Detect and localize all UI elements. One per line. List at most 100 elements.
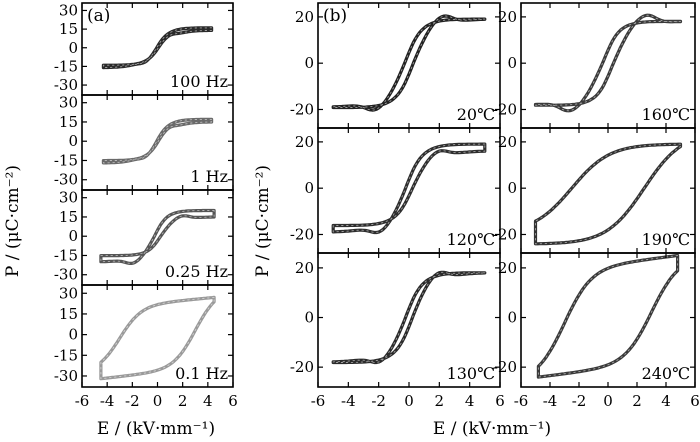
y-tick-label: -15 (54, 151, 78, 169)
y-tick-label: -20 (290, 358, 314, 376)
hysteresis-loop-texture (537, 255, 679, 378)
hysteresis-loop-texture (332, 15, 486, 111)
x-tick-label: -2 (125, 392, 140, 410)
condition-label: 0.25 Hz (165, 262, 228, 281)
y-tick-label: -15 (54, 57, 78, 75)
x-tick-label: -2 (572, 392, 587, 410)
x-tick-label: 6 (690, 392, 700, 410)
x-axis-title-a: E / (kV·mm⁻¹) (97, 419, 215, 439)
y-axis-title-a: P / (μC·cm⁻²) (3, 165, 23, 277)
hysteresis-loop (533, 13, 683, 113)
y-tick-label: -15 (54, 346, 78, 364)
x-tick-label: -4 (543, 392, 558, 410)
y-tick-label: 0 (304, 54, 314, 72)
hysteresis-loop-texture (535, 14, 681, 112)
x-tick-label: 2 (178, 392, 188, 410)
y-tick-label: -30 (54, 266, 78, 284)
y-tick-label: 0 (507, 309, 517, 327)
hysteresis-loop (101, 26, 214, 70)
panel-6: 20 0 -20 120℃ (290, 127, 501, 254)
hysteresis-loop-texture (100, 210, 215, 264)
y-tick-label: 15 (59, 20, 78, 38)
condition-label: 1 Hz (190, 167, 228, 186)
x-tick-label: 4 (465, 392, 475, 410)
y-tick-label: 15 (59, 208, 78, 226)
x-tick-label: -4 (341, 392, 356, 410)
hysteresis-loop (331, 14, 487, 112)
x-tick-label: 0 (153, 392, 163, 410)
condition-label: 120℃ (447, 230, 495, 249)
y-tick-label: 30 (59, 1, 78, 19)
y-tick-label: 15 (59, 305, 78, 323)
x-tick-label: 4 (203, 392, 213, 410)
y-tick-label: 0 (304, 309, 314, 327)
panel-9: 20 0 -20 190℃ (493, 127, 696, 254)
y-tick-label: -30 (54, 367, 78, 385)
y-tick-label: 30 (59, 189, 78, 207)
y-tick-label: -20 (493, 100, 517, 118)
y-tick-label: 0 (68, 132, 78, 150)
condition-label: 190℃ (642, 230, 690, 249)
hysteresis-loop-texture (102, 118, 213, 164)
hysteresis-loop-texture (100, 296, 215, 380)
hysteresis-loop (101, 117, 214, 165)
y-tick-label: 0 (507, 179, 517, 197)
hysteresis-loop (331, 270, 487, 365)
x-tick-label: 4 (661, 392, 671, 410)
y-tick-label: 20 (295, 259, 314, 277)
y-tick-label: -20 (493, 358, 517, 376)
x-tick-label: -4 (100, 392, 115, 410)
condition-label: 160℃ (642, 105, 690, 124)
y-tick-label: 20 (295, 133, 314, 151)
y-tick-label: 20 (498, 133, 517, 151)
y-tick-label: -20 (290, 225, 314, 243)
x-tick-label: 0 (404, 392, 414, 410)
y-tick-label: 20 (295, 8, 314, 26)
y-tick-label: 20 (498, 8, 517, 26)
x-tick-label: -2 (371, 392, 386, 410)
x-tick-label: 0 (603, 392, 613, 410)
condition-label: 20℃ (457, 105, 495, 124)
y-tick-label: 0 (68, 39, 78, 57)
condition-label: 100 Hz (170, 72, 228, 91)
y-tick-label: 0 (507, 54, 517, 72)
hysteresis-loop (536, 253, 680, 379)
x-tick-label: 6 (228, 392, 238, 410)
hysteresis-loop-texture (332, 271, 486, 363)
hysteresis-loop-texture (535, 143, 681, 245)
panel-letter: (a) (87, 6, 110, 26)
y-tick-label: -20 (290, 100, 314, 118)
x-tick-label: -6 (75, 392, 90, 410)
panel-letter: (b) (323, 6, 347, 26)
panel-8: 20 0 -20 160℃ (493, 2, 696, 129)
x-tick-label: -6 (514, 392, 529, 410)
hysteresis-loop (331, 142, 487, 235)
panel-5: 20 0 -20 (b) 20℃ (290, 2, 501, 129)
y-tick-label: -20 (493, 225, 517, 243)
condition-label: 130℃ (447, 364, 495, 383)
y-tick-label: 30 (59, 94, 78, 112)
hysteresis-loop-texture (332, 143, 486, 233)
x-tick-label: 2 (435, 392, 445, 410)
y-tick-label: -15 (54, 246, 78, 264)
y-tick-label: 20 (498, 259, 517, 277)
condition-label: 240℃ (642, 364, 690, 383)
x-tick-label: 6 (495, 392, 505, 410)
x-tick-label: 2 (632, 392, 642, 410)
x-tick-label: -6 (311, 392, 326, 410)
y-axis-title-b: P / (μC·cm⁻²) (253, 165, 273, 277)
y-tick-label: 0 (68, 227, 78, 245)
y-tick-label: 0 (68, 326, 78, 344)
hysteresis-loop-texture (102, 27, 213, 69)
x-axis-title-b: E / (kV·mm⁻¹) (433, 419, 551, 439)
y-tick-label: 30 (59, 284, 78, 302)
y-tick-label: 15 (59, 113, 78, 131)
